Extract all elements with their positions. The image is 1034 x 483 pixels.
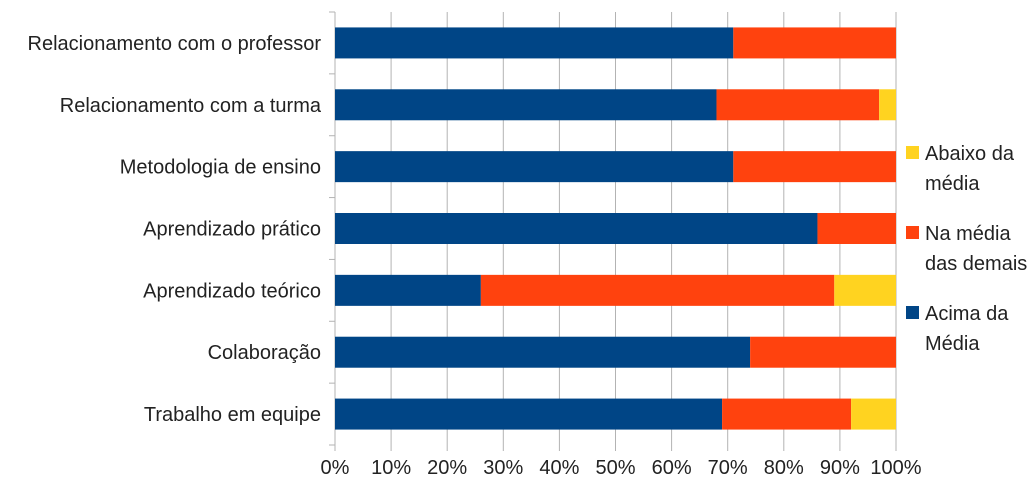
category-label: Relacionamento com a turma [60,95,322,117]
category-label: Relacionamento com o professor [28,33,322,55]
x-tick-label: 30% [483,457,523,479]
category-labels: Relacionamento com o professor Relacionam… [28,33,322,426]
bar-segment [834,274,896,306]
x-tick-label: 60% [652,457,692,479]
bar-segment [335,27,734,59]
legend-label: Acima da [925,303,1009,325]
x-tick-label: 70% [708,457,748,479]
bar-segment [733,27,896,59]
legend-swatch [906,226,919,239]
category-label: Metodologia de ensino [120,157,321,179]
category-label: Trabalho em equipe [144,404,321,426]
bar-segment [851,398,896,430]
bar-segment [335,398,723,430]
legend-label: Abaixo da [925,143,1015,165]
bar-segment [733,151,896,183]
legend-label: Média [925,333,980,355]
bar-segment [879,89,896,121]
bar-segment [817,213,896,244]
x-tick-label: 10% [371,457,411,479]
legend: Abaixo da média Na média das demais Acima da… [906,143,1027,355]
bar-segment [335,274,481,306]
category-label: Aprendizado teórico [143,280,321,302]
bar-segment [722,398,852,430]
category-label: Aprendizado prático [143,219,321,241]
legend-label: das demais [925,253,1027,275]
legend-swatch [906,146,919,159]
x-tick-label: 100% [870,457,921,479]
bar-segment [335,151,734,183]
bar-segment [335,213,818,244]
bar-segment [480,274,835,306]
x-tick-label: 50% [595,457,635,479]
bar-segment [716,89,880,121]
bar-segment [750,336,896,368]
x-tick-labels: 0% 10% 20% 30% 40% 50% 60% 70% 80% 90% 100% [321,457,922,479]
x-tick-label: 80% [764,457,804,479]
category-label: Colaboração [208,342,321,364]
legend-swatch [906,306,919,319]
x-tick-label: 40% [539,457,579,479]
bar-segment [335,336,751,368]
x-tick-label: 0% [321,457,350,479]
x-tick-label: 20% [427,457,467,479]
legend-label: média [925,173,980,195]
bar-segment [335,89,717,121]
legend-label: Na média [925,223,1011,245]
x-tick-label: 90% [820,457,860,479]
bars [335,27,896,430]
